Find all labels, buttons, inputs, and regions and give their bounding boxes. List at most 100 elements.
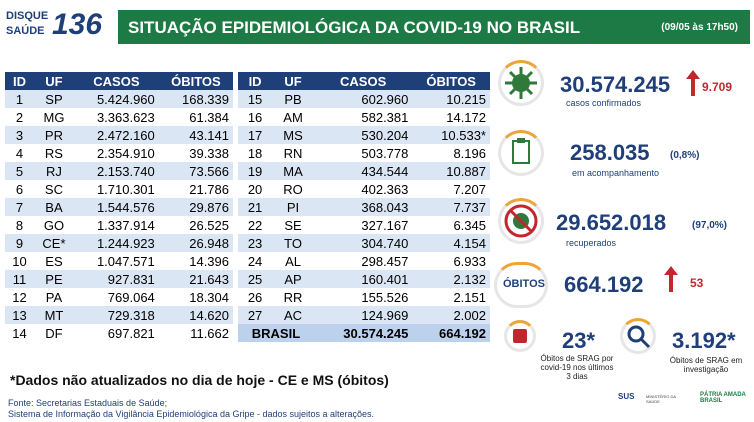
table-cell: 368.043 <box>313 198 413 216</box>
cases-label: casos confirmados <box>566 98 642 108</box>
table-cell: 18 <box>247 145 263 161</box>
total-cell: 664.192 <box>412 324 490 342</box>
table-cell: 2.132 <box>412 270 490 288</box>
table-cell: 25 <box>238 270 273 288</box>
table-row: 6 SC 1.710.301 21.786 <box>5 180 233 198</box>
table-cell: 2.354.910 <box>96 145 155 161</box>
table-row: 18 RN 503.778 8.196 <box>238 144 490 162</box>
table-row: 10 ES 1.047.571 14.396 <box>5 252 233 270</box>
logo-text: SAÚDE <box>6 25 45 37</box>
header-row: ID UF CASOS ÓBITOS <box>5 72 233 90</box>
table-cell: GO <box>43 217 65 233</box>
table-cell: PI <box>272 198 314 216</box>
table-cell: ES <box>45 253 63 269</box>
table-cell: 402.363 <box>361 181 409 197</box>
title: SITUAÇÃO EPIDEMIOLÓGICA DA COVID-19 NO B… <box>128 18 581 37</box>
table-row: 15 PB 602.960 10.215 <box>238 90 490 108</box>
table-cell: 23 <box>238 234 273 252</box>
table-cell: 503.778 <box>361 145 409 161</box>
table-row: 20 RO 402.363 7.207 <box>238 180 490 198</box>
column-header: CASOS <box>74 72 159 90</box>
table-cell: 2 <box>15 109 24 125</box>
column-header: CASOS <box>313 72 413 90</box>
table-cell: 18.304 <box>189 289 229 305</box>
table-cell: 13 <box>5 306 34 324</box>
table-cell: 582.381 <box>361 109 409 125</box>
table-cell: 434.544 <box>313 162 413 180</box>
source: Fonte: Secretarias Estaduais de Saúde; <box>8 398 168 408</box>
table-cell: 26.525 <box>189 217 229 233</box>
table-row: 11 PE 927.831 21.643 <box>5 270 233 288</box>
table-cell: MS <box>272 126 314 144</box>
cases-change: 9.709 <box>702 80 733 94</box>
table-cell: 1 <box>5 90 34 108</box>
logo-sus: SUS <box>618 392 635 401</box>
table-cell: 4.154 <box>412 234 490 252</box>
table-cell: RJ <box>33 162 74 180</box>
table-cell: 10.215 <box>412 90 490 108</box>
recovered-value: 29.652.018 <box>556 210 667 235</box>
table-cell: 1.244.923 <box>74 234 159 252</box>
table-cell: 3.363.623 <box>96 109 155 125</box>
table-cell: TO <box>272 234 314 252</box>
table-row: 1 SP 5.424.960 168.339 <box>5 90 233 108</box>
table-cell: 21.786 <box>189 181 229 197</box>
table-row: 7 BA 1.544.576 29.876 <box>5 198 233 216</box>
title-bar: SITUAÇÃO EPIDEMIOLÓGICA DA COVID-19 NO B… <box>118 10 750 44</box>
total-cell: 30.574.245 <box>313 324 413 342</box>
logo: DISQUE SAÚDE 136 <box>6 8 110 44</box>
up-arrow <box>664 266 678 292</box>
logo-text: DISQUE <box>6 10 49 22</box>
table-cell: RR <box>283 289 303 305</box>
table-cell: 26.948 <box>158 234 233 252</box>
table-row: 26 RR 155.526 2.151 <box>238 288 490 306</box>
table-row: 24 AL 298.457 6.933 <box>238 252 490 270</box>
table-row: 27 AC 124.969 2.002 <box>238 306 490 324</box>
table-cell: 7 <box>5 198 34 216</box>
recovered-percent: (97,0%) <box>692 220 728 231</box>
table-cell: 2.153.740 <box>74 162 159 180</box>
table-cell: 1.047.571 <box>96 253 155 269</box>
table-cell: 14 <box>12 325 27 341</box>
icon-recovered <box>498 198 544 244</box>
table-cell: AM <box>283 109 303 125</box>
total-cell: BRASIL <box>238 324 314 342</box>
table-cell: 14.620 <box>158 306 233 324</box>
table-cell: 29.876 <box>158 198 233 216</box>
table-cell: 160.401 <box>313 270 413 288</box>
table-cell: 697.821 <box>107 325 155 341</box>
icon-monitoring <box>498 130 544 176</box>
table-cell: 1.710.301 <box>96 181 155 197</box>
table-cell: RS <box>44 145 63 161</box>
table-row: 22 SE 327.167 6.345 <box>238 216 490 234</box>
table-cell: RO <box>283 181 303 197</box>
table-cell: 22 <box>247 217 263 233</box>
table-cell: 124.969 <box>313 306 413 324</box>
table-row: 21 PI 368.043 7.737 <box>238 198 490 216</box>
table-cell: 14.396 <box>189 253 229 269</box>
table-cell: 602.960 <box>313 90 413 108</box>
table-row: 12 PA 769.064 18.304 <box>5 288 233 306</box>
table-cell: 7.737 <box>412 198 490 216</box>
logo-ministry: MINISTÉRIO DA SAÚDE <box>646 394 676 404</box>
table-row: 17 MS 530.204 10.533* <box>238 126 490 144</box>
table-cell: 16 <box>247 109 263 125</box>
clipboard-icon <box>512 138 530 164</box>
table-row: 2 MG 3.363.623 61.384 <box>5 108 233 126</box>
table-cell: 6.933 <box>453 253 486 269</box>
table-row: 9 CE* 1.244.923 26.948 <box>5 234 233 252</box>
table-cell: MT <box>33 306 74 324</box>
table-row: 25 AP 160.401 2.132 <box>238 270 490 288</box>
table-right: ID UF CASOS ÓBITOS 15 PB 602.960 10.215 16 AM 582.… <box>238 72 490 342</box>
srag-value: 23* <box>562 328 596 353</box>
monitoring-label: em acompanhamento <box>572 168 660 178</box>
table-cell: 39.338 <box>189 145 229 161</box>
table-cell: 10.533* <box>412 126 490 144</box>
table-cell: 14.172 <box>446 109 486 125</box>
table-cell: 298.457 <box>361 253 409 269</box>
column-header: ÓBITOS <box>412 72 490 90</box>
table-cell: 2.151 <box>453 289 486 305</box>
table-cell: SP <box>33 90 74 108</box>
table-row: 3 PR 2.472.160 43.141 <box>5 126 233 144</box>
